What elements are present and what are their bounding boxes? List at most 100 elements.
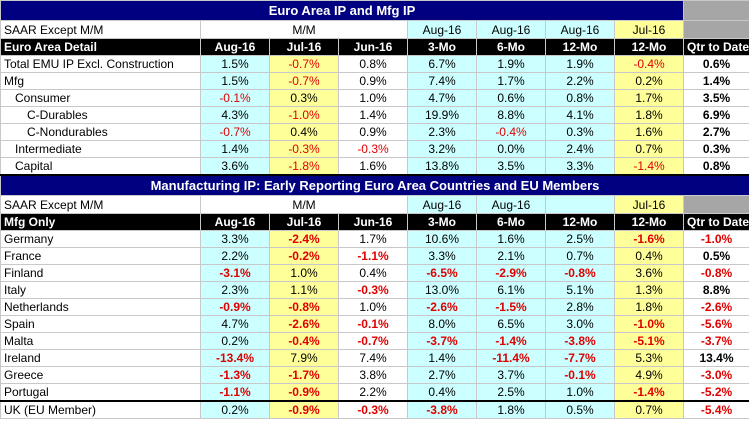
value-cell: -0.4%: [269, 332, 339, 350]
value-cell: 0.8%: [545, 89, 615, 107]
value-cell: 3.3%: [200, 230, 270, 248]
row-label: C-Nondurables: [0, 123, 201, 141]
value-cell: 1.0%: [269, 264, 339, 282]
row-label: Netherlands: [0, 298, 201, 316]
value-cell: -2.6%: [683, 298, 749, 316]
value-cell: 2.3%: [407, 123, 477, 141]
period-label: Aug-16: [407, 195, 477, 214]
value-cell: 8.0%: [407, 315, 477, 333]
value-cell: -0.8%: [269, 298, 339, 316]
value-cell: -2.9%: [476, 264, 546, 282]
top-header-row: Euro Area Detail Aug-16 Jul-16 Jun-16 3-Mo 6-…: [0, 38, 749, 56]
value-cell: 0.2%: [613, 72, 685, 90]
column-header: Jun-16: [338, 213, 408, 231]
value-cell: 0.2%: [200, 332, 270, 350]
value-cell: 2.1%: [476, 247, 546, 265]
value-cell: -0.1%: [338, 315, 408, 333]
value-cell: 13.4%: [683, 349, 749, 367]
row-label: Greece: [0, 366, 201, 384]
top-title-row: Euro Area IP and Mfg IP: [0, 0, 749, 21]
mm-group: M/M: [200, 20, 408, 39]
value-cell: -11.4%: [476, 349, 546, 367]
row-label: Consumer: [0, 89, 201, 107]
value-cell: -2.6%: [407, 298, 477, 316]
value-cell: 3.6%: [200, 157, 270, 176]
value-cell: -3.8%: [545, 332, 615, 350]
value-cell: 4.7%: [407, 89, 477, 107]
row-label: Portugal: [0, 383, 201, 402]
value-cell: 0.4%: [407, 383, 477, 402]
value-cell: 2.5%: [545, 230, 615, 248]
value-cell: 4.3%: [200, 106, 270, 124]
grey-cell: [683, 0, 749, 21]
table-row: Germany 3.3% -2.4% 1.7% 10.6% 1.6% 2.5% -1.6% -1…: [0, 230, 749, 248]
table-row: Spain 4.7% -2.6% -0.1% 8.0% 6.5% 3.0% -1.0% -5.6…: [0, 315, 749, 333]
value-cell: -3.8%: [407, 400, 477, 419]
table-row: Netherlands -0.9% -0.8% 1.0% -2.6% -1.5% 2.8% 1…: [0, 298, 749, 316]
table-row: Consumer -0.1% 0.3% 1.0% 4.7% 0.6% 0.8% 1.7% 3.5…: [0, 89, 749, 107]
value-cell: 13.8%: [407, 157, 477, 176]
bottom-period-row: SAAR Except M/M M/M Aug-16 Aug-16 Jul-16: [0, 195, 749, 214]
value-cell: 1.7%: [476, 72, 546, 90]
row-label: Germany: [0, 230, 201, 248]
value-cell: -0.4%: [476, 123, 546, 141]
value-cell: -0.9%: [269, 383, 339, 402]
period-label: Aug-16: [407, 20, 477, 39]
grey-cell: [683, 20, 749, 39]
row-label: UK (EU Member): [0, 400, 201, 419]
ip-table: Euro Area IP and Mfg IP SAAR Except M/M M/…: [0, 0, 749, 419]
period-label: Aug-16: [476, 195, 546, 214]
value-cell: 1.5%: [200, 72, 270, 90]
value-cell: -5.4%: [683, 400, 749, 419]
value-cell: -1.0%: [683, 230, 749, 248]
value-cell: -0.1%: [200, 89, 270, 107]
value-cell: 0.8%: [338, 55, 408, 73]
value-cell: -0.7%: [338, 332, 408, 350]
detail-label: Mfg Only: [0, 213, 201, 231]
column-header: Jul-16: [269, 38, 339, 56]
table-row: C-Durables 4.3% -1.0% 1.4% 19.9% 8.8% 4.1% 1.8%…: [0, 106, 749, 124]
value-cell: -5.2%: [683, 383, 749, 402]
column-header: 12-Mo: [613, 38, 685, 56]
table-row: Total EMU IP Excl. Construction 1.5% -0.7%…: [0, 55, 749, 73]
table-row: Intermediate 1.4% -0.3% -0.3% 3.2% 0.0% 2.4% 0.…: [0, 140, 749, 158]
value-cell: 0.2%: [200, 400, 270, 419]
row-label: Finland: [0, 264, 201, 282]
table-row: Portugal -1.1% -0.9% 2.2% 0.4% 2.5% 1.0% -1.4% -…: [0, 383, 749, 402]
bottom-header-row: Mfg Only Aug-16 Jul-16 Jun-16 3-Mo 6-Mo 12-Mo 1…: [0, 213, 749, 231]
column-header: Aug-16: [200, 38, 270, 56]
column-header: 12-Mo: [545, 213, 615, 231]
value-cell: 3.0%: [545, 315, 615, 333]
value-cell: -1.4%: [476, 332, 546, 350]
value-cell: 2.5%: [476, 383, 546, 402]
units-label: SAAR Except M/M: [0, 20, 201, 39]
value-cell: 0.5%: [545, 400, 615, 419]
value-cell: 1.9%: [476, 55, 546, 73]
table-row: France 2.2% -0.2% -1.1% 3.3% 2.1% 0.7% 0.4% 0.5%: [0, 247, 749, 265]
value-cell: 0.3%: [683, 140, 749, 158]
value-cell: 4.1%: [545, 106, 615, 124]
value-cell: 2.7%: [407, 366, 477, 384]
row-label: Ireland: [0, 349, 201, 367]
table-row: UK (EU Member) 0.2% -0.9% -0.3% -3.8% 1.8% 0.5…: [0, 400, 749, 419]
period-label: Aug-16: [476, 20, 546, 39]
bottom-title-row: Manufacturing IP: Early Reporting Euro A…: [0, 174, 749, 196]
value-cell: 0.8%: [683, 157, 749, 176]
value-cell: 1.5%: [200, 55, 270, 73]
value-cell: -0.8%: [683, 264, 749, 282]
value-cell: 2.3%: [200, 281, 270, 299]
value-cell: 0.7%: [613, 140, 685, 158]
value-cell: 3.3%: [407, 247, 477, 265]
value-cell: 1.8%: [476, 400, 546, 419]
value-cell: -1.4%: [613, 383, 685, 402]
value-cell: -0.2%: [269, 247, 339, 265]
value-cell: 1.9%: [545, 55, 615, 73]
value-cell: 0.3%: [269, 89, 339, 107]
bottom-title: Manufacturing IP: Early Reporting Euro A…: [0, 174, 749, 196]
top-period-row: SAAR Except M/M M/M Aug-16 Aug-16 Aug-16 Jul-…: [0, 20, 749, 39]
value-cell: -1.7%: [269, 366, 339, 384]
value-cell: 2.2%: [545, 72, 615, 90]
column-header: Qtr to Date: [683, 38, 749, 56]
period-label: Jul-16: [613, 195, 685, 214]
table-row: Mfg 1.5% -0.7% 0.9% 7.4% 1.7% 2.2% 0.2% 1.4%: [0, 72, 749, 90]
